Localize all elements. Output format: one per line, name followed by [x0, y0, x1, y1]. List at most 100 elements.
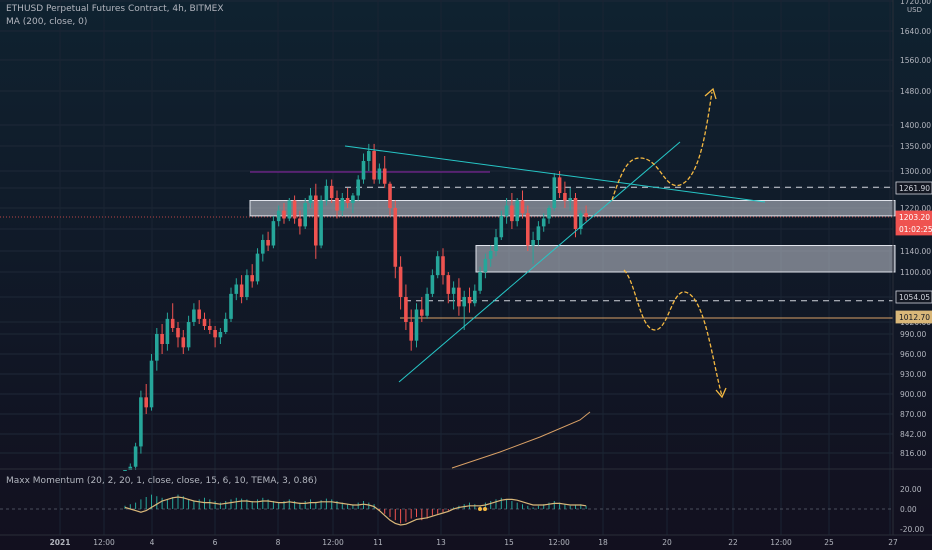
candle-body	[149, 360, 154, 408]
candle-body	[420, 309, 424, 316]
candle	[488, 245, 493, 267]
candle-body	[557, 177, 562, 193]
ascending-trendline	[398, 141, 681, 383]
candle	[473, 284, 477, 307]
x-tick-label: 15	[504, 538, 514, 547]
candle-body	[584, 213, 588, 217]
candle	[282, 203, 286, 224]
candle	[541, 213, 546, 232]
indicator-legend[interactable]: Maxx Momentum (20, 2, 20, 1, close, clos…	[6, 476, 318, 486]
candle-body	[515, 200, 519, 222]
bearish-arrowhead	[715, 387, 727, 399]
support-zone	[475, 245, 896, 273]
bullish-arrow-path	[611, 91, 713, 201]
candle	[504, 198, 509, 224]
price-tag: 1012.70	[895, 310, 932, 324]
candle	[351, 193, 355, 214]
candle-body	[541, 218, 546, 227]
candle-body	[155, 334, 159, 361]
candle	[430, 269, 435, 297]
y-tick-label: 900.00	[900, 390, 926, 399]
candle	[388, 181, 392, 216]
price-tags: 1261.90 1203.20 01:02:25 1054.05 1012.70	[895, 181, 932, 324]
candle-body	[123, 470, 127, 471]
candle-body	[499, 215, 504, 238]
candle	[451, 281, 456, 310]
candle	[547, 205, 551, 224]
candle	[266, 231, 270, 251]
candle-body	[335, 198, 339, 211]
candle	[420, 297, 424, 322]
candle-body	[467, 297, 472, 304]
candle	[181, 330, 186, 354]
candle	[425, 287, 429, 319]
resistance-zone	[249, 200, 896, 217]
candle-body	[361, 161, 366, 180]
candle	[377, 163, 382, 184]
y-tick-label: 1640.00	[900, 27, 931, 36]
candle-body	[234, 284, 239, 294]
candle	[345, 188, 350, 208]
candle	[250, 264, 254, 288]
y-tick-label: 1300.00	[900, 167, 931, 176]
symbol-legend[interactable]: ETHUSD Perpetual Futures Contract, 4h, B…	[6, 4, 224, 14]
candle	[457, 278, 461, 316]
candle	[229, 287, 233, 322]
candle-body	[250, 275, 254, 282]
x-tick-label: 8	[276, 538, 281, 547]
candle-body	[573, 198, 578, 229]
ma200-line	[451, 411, 591, 469]
y-tick-label: 1350.00	[900, 142, 931, 151]
candle-body	[504, 205, 509, 216]
indicator-tick-label: -20.00	[900, 525, 924, 534]
candle-body	[398, 266, 403, 297]
candle-body	[430, 275, 435, 294]
candle-body	[176, 328, 180, 338]
candle-body	[218, 332, 223, 338]
currency-label: USD	[907, 6, 922, 14]
x-tick-label: 2021	[50, 538, 71, 547]
candle	[202, 312, 207, 330]
y-tick-label: 930.00	[900, 370, 926, 379]
candle	[462, 290, 466, 330]
candle-body	[208, 326, 212, 330]
candle-body	[319, 200, 323, 246]
x-tick-label: 4	[150, 538, 155, 547]
candle-body	[324, 185, 329, 201]
candle-body	[414, 309, 419, 341]
ma-line	[451, 411, 591, 469]
y-tick-label: 870.00	[900, 410, 926, 419]
candle	[234, 278, 239, 301]
candle	[531, 231, 535, 265]
candle	[155, 328, 159, 371]
candle	[208, 318, 212, 334]
candle-body	[192, 309, 196, 322]
candle	[176, 322, 180, 348]
drawings	[344, 87, 766, 399]
horizontal-levels	[0, 171, 893, 319]
candle-body	[287, 200, 292, 219]
candle	[329, 179, 334, 203]
price-tag-box	[895, 310, 932, 324]
price-tag-box	[895, 181, 932, 195]
candle-body	[462, 297, 466, 307]
candle-body	[435, 256, 440, 276]
candle-body	[547, 208, 551, 219]
candle	[404, 284, 408, 330]
candle-body	[345, 198, 350, 203]
descending-trendline	[344, 145, 766, 203]
candle-body	[245, 275, 249, 297]
candle-body	[478, 272, 482, 291]
x-tick-label: 12:00	[93, 538, 115, 547]
candle-body	[139, 397, 143, 447]
y-tick-label: 960.00	[900, 350, 926, 359]
candle	[186, 315, 191, 351]
candle-body	[213, 330, 217, 338]
candle-body	[197, 309, 201, 319]
ma-legend[interactable]: MA (200, close, 0)	[6, 17, 88, 27]
candle-body	[303, 203, 307, 227]
candle	[494, 229, 498, 257]
candle	[367, 143, 371, 171]
candle-body	[276, 210, 281, 222]
